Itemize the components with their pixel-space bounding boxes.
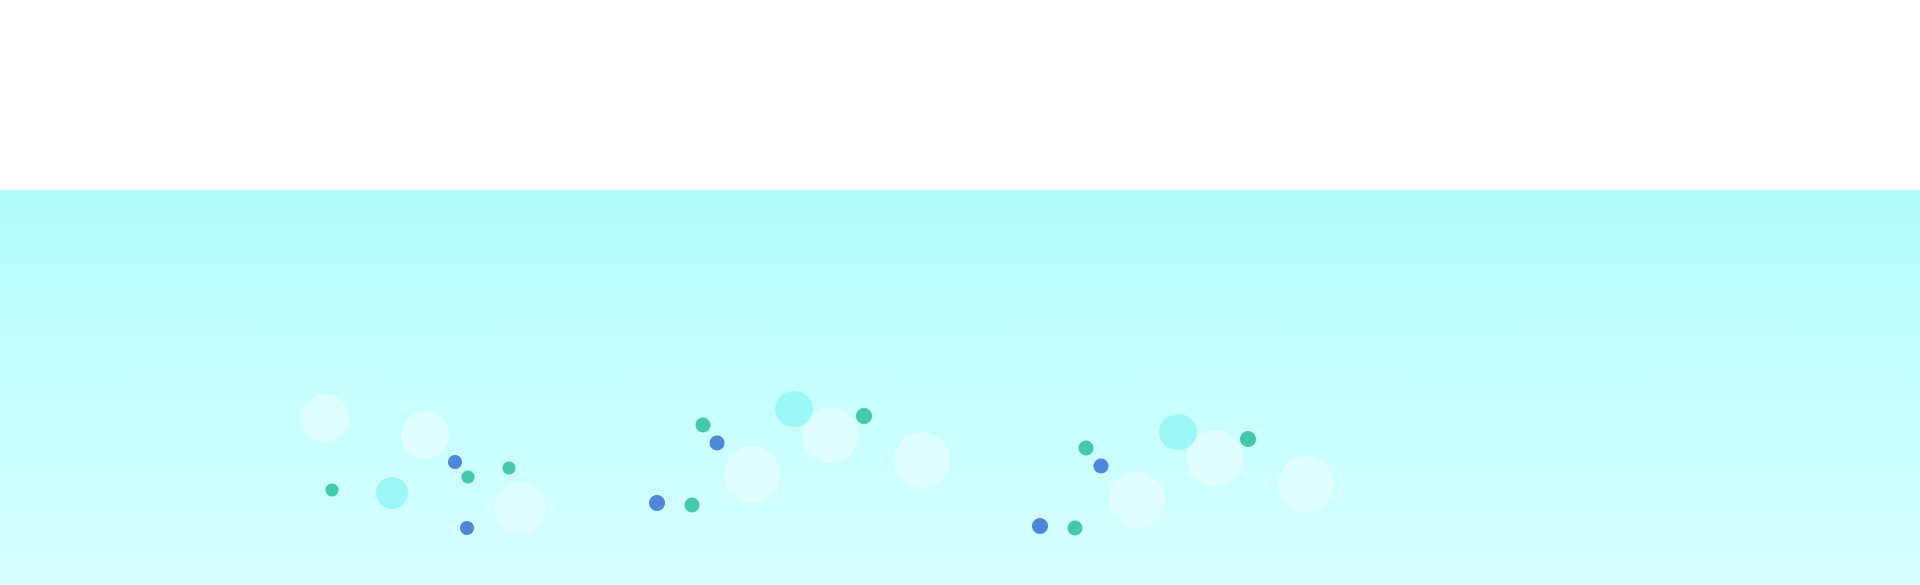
green-dot [1240, 431, 1256, 447]
cyan-bubble [376, 477, 408, 509]
faint-bubble [802, 407, 858, 463]
cyan-bubble [775, 391, 813, 427]
water-scene [0, 190, 1920, 585]
water-background [0, 190, 1920, 585]
faint-bubble [401, 411, 449, 459]
dots [325, 408, 1256, 536]
green-dot [695, 417, 711, 433]
faint-bubble [894, 432, 950, 488]
water-band [0, 190, 1920, 585]
blue-dot [448, 455, 462, 469]
blue-dot [649, 495, 665, 511]
faint-bubble [494, 482, 546, 534]
cyan-bubble [1159, 414, 1197, 450]
faint-bubble [1187, 430, 1243, 486]
faint-bubble [301, 394, 349, 442]
cyan-bubbles [376, 391, 1197, 509]
green-dot [461, 470, 475, 484]
blue-dot [460, 521, 474, 535]
green-dot [325, 483, 339, 497]
blue-dot [1032, 518, 1048, 534]
green-dot [684, 497, 700, 513]
blue-dot [1093, 458, 1109, 474]
faint-bubbles [301, 394, 1334, 534]
green-dot [502, 461, 516, 475]
blue-dot [709, 435, 725, 451]
green-dot [856, 408, 872, 424]
faint-bubble [1278, 456, 1334, 512]
faint-bubble [1109, 472, 1165, 528]
green-dot [1067, 520, 1083, 536]
green-dot [1078, 440, 1094, 456]
faint-bubble [724, 446, 780, 502]
